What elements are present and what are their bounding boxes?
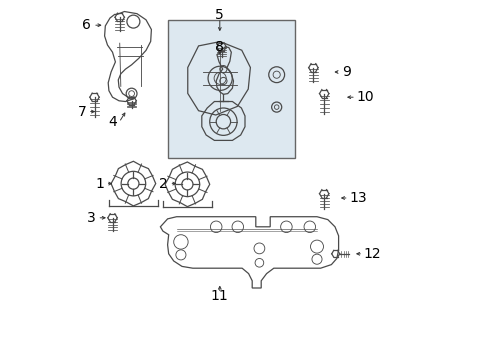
Text: 11: 11 (211, 289, 229, 303)
Text: 10: 10 (357, 90, 374, 104)
Text: 13: 13 (349, 191, 367, 205)
Text: 8: 8 (216, 40, 224, 54)
Text: 6: 6 (82, 18, 91, 32)
Text: 7: 7 (78, 105, 87, 118)
Text: 1: 1 (95, 177, 104, 190)
Bar (168, 20, 295, 158)
Text: 4: 4 (108, 116, 117, 129)
Text: 2: 2 (159, 177, 168, 190)
Text: 9: 9 (342, 65, 351, 79)
Text: 3: 3 (87, 211, 96, 225)
Text: 12: 12 (364, 247, 381, 261)
Text: 5: 5 (216, 8, 224, 22)
